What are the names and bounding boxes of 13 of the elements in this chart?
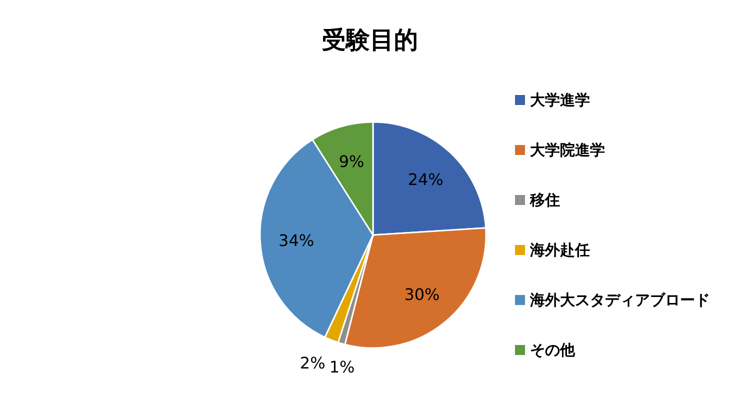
data-label: 34% — [278, 230, 314, 250]
legend-label: 大学院進学 — [530, 141, 605, 159]
data-label: 24% — [408, 170, 444, 189]
data-label: 2% — [300, 354, 326, 373]
data-label: 9% — [338, 152, 364, 172]
legend-label: 海外大スタディアブロード — [529, 291, 710, 309]
data-label: 30% — [404, 285, 440, 304]
chart-title: 受験目的 — [322, 26, 418, 54]
data-label: 1% — [329, 358, 355, 377]
legend-label: 海外赴任 — [529, 241, 590, 259]
legend-label: 大学進学 — [530, 91, 590, 109]
legend-label: 移住 — [529, 191, 560, 209]
legend-label: その他 — [530, 341, 576, 359]
